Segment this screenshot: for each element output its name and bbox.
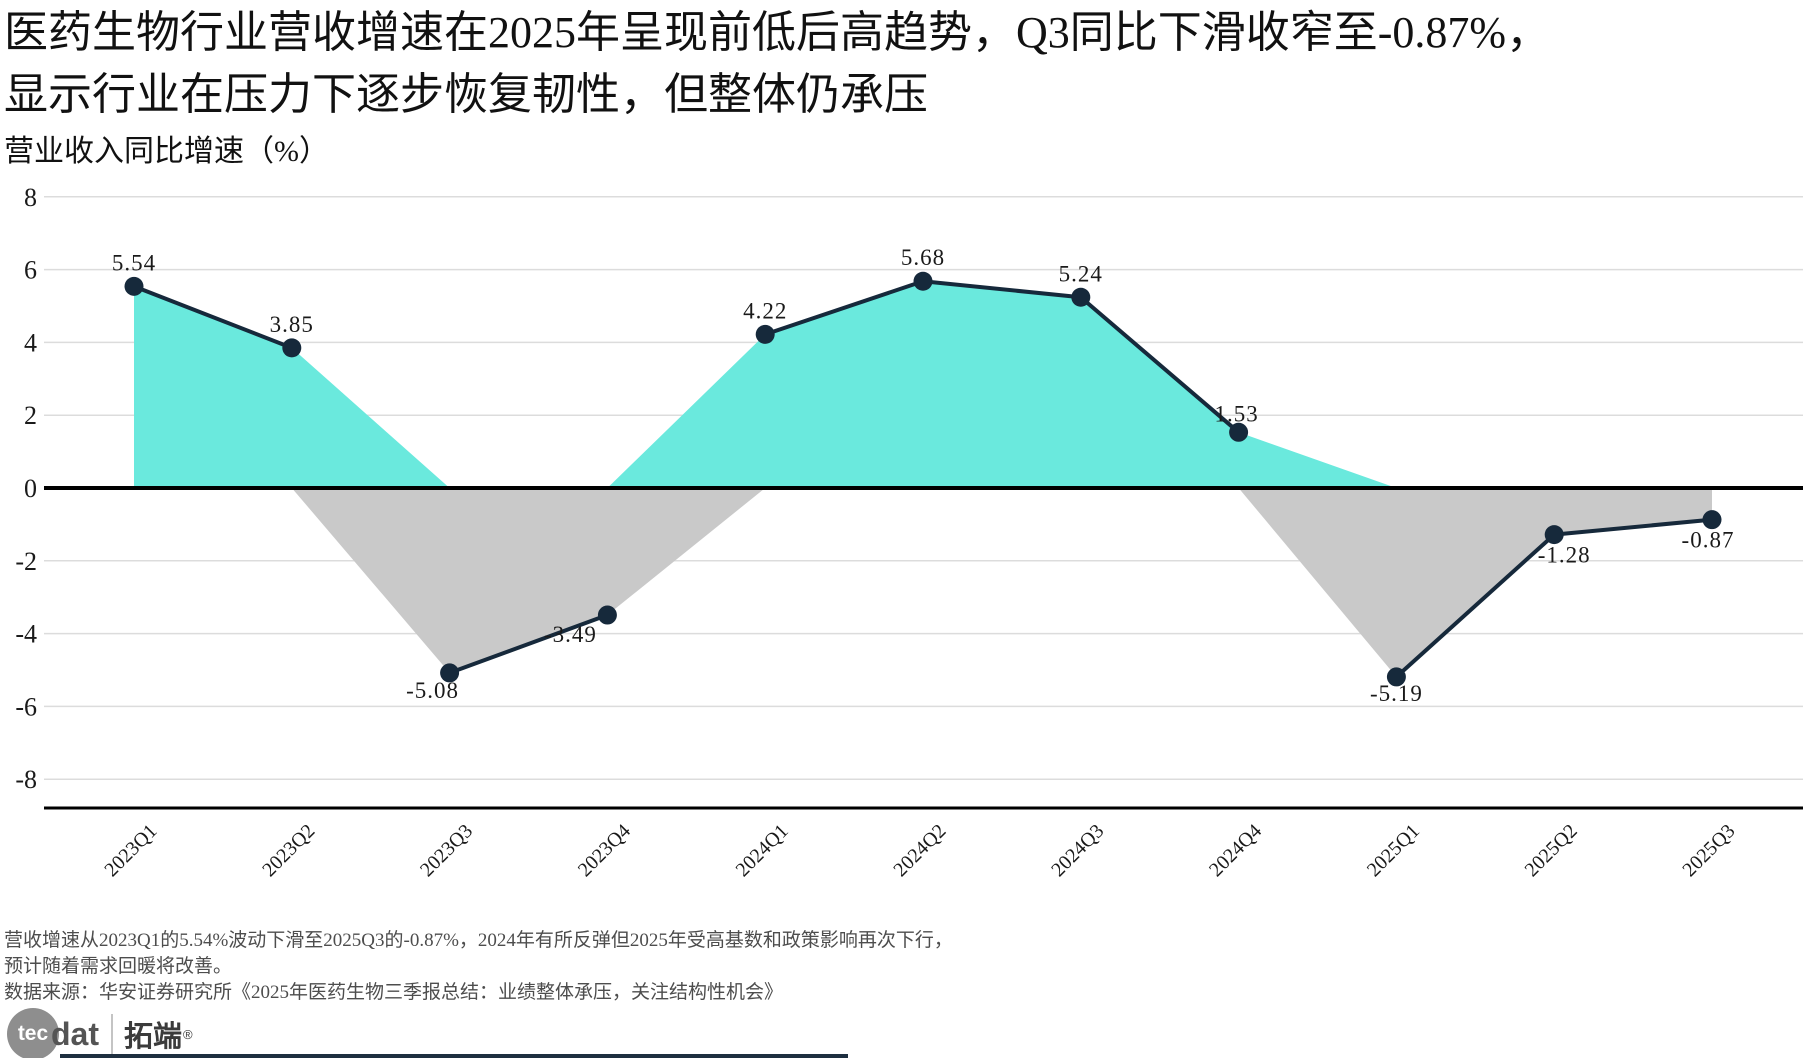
- data-point-label-2024Q4: 1.53: [1214, 401, 1258, 426]
- y-tick-label-4: 4: [24, 328, 37, 357]
- x-tick-label-2023Q3: 2023Q3: [416, 820, 477, 881]
- x-tick-label-2024Q2: 2024Q2: [889, 820, 950, 881]
- chart-title-line2: 显示行业在压力下逐步恢复韧性，但整体仍承压: [4, 70, 928, 119]
- y-tick-label-2: 2: [24, 401, 37, 430]
- footer-note-line2: 预计随着需求回暖将改善。: [4, 956, 233, 977]
- x-tick-label-2023Q4: 2023Q4: [574, 820, 635, 881]
- data-point-2023Q2: [282, 338, 302, 358]
- bottom-accent-bar: [60, 1054, 848, 1058]
- data-point-label-2025Q1: -5.19: [1370, 681, 1423, 706]
- trend-line-segment: [132, 284, 294, 350]
- trend-line-segment: [447, 613, 610, 675]
- data-point-label-2024Q1: 4.22: [743, 298, 787, 323]
- x-tick-label-2023Q2: 2023Q2: [258, 820, 319, 881]
- x-tick-label-2025Q1: 2025Q1: [1363, 820, 1424, 881]
- data-point-label-2023Q2: 3.85: [270, 312, 314, 337]
- data-point-2025Q3: [1702, 510, 1722, 530]
- y-tick-label-6: 6: [24, 256, 37, 285]
- data-point-2024Q4: [1229, 422, 1249, 442]
- registered-trademark-icon: ®: [183, 1026, 193, 1042]
- logo-divider: [111, 1014, 113, 1054]
- data-point-label-2023Q3: -5.08: [406, 678, 459, 703]
- y-tick-label-8: 8: [24, 183, 37, 212]
- y-tick-label--8: -8: [15, 765, 37, 794]
- data-point-label-2023Q4: -3.49: [544, 622, 597, 647]
- footer-source-line: 数据来源：华安证券研究所《2025年医药生物三季报总结：业绩整体承压，关注结构性…: [4, 982, 784, 1003]
- data-point-2025Q2: [1544, 525, 1564, 545]
- y-tick-label--2: -2: [15, 547, 37, 576]
- x-tick-label-2024Q4: 2024Q4: [1205, 820, 1266, 881]
- data-point-label-2024Q2: 5.68: [901, 245, 945, 270]
- negative-area-fill: [134, 488, 1712, 677]
- tecdat-logo-text: dat: [51, 1015, 99, 1052]
- data-point-label-2024Q3: 5.24: [1059, 261, 1103, 286]
- data-point-2024Q2: [913, 271, 933, 291]
- chart-title-line1: 医药生物行业营收增速在2025年呈现前低后高趋势，Q3同比下滑收窄至-0.87%…: [4, 8, 1551, 57]
- tecdat-logo: tec dat 拓端 ®: [7, 1008, 193, 1058]
- x-tick-label-2024Q3: 2024Q3: [1047, 820, 1108, 881]
- chart-subtitle: 营业收入同比增速（%）: [4, 135, 329, 168]
- data-point-2023Q4: [597, 605, 617, 625]
- x-tick-label-2024Q1: 2024Q1: [732, 820, 793, 881]
- tecdat-logo-circle-text: tec: [17, 1022, 49, 1045]
- positive-area-fill: [134, 281, 1712, 488]
- data-point-2024Q1: [755, 324, 775, 344]
- data-point-label-2025Q3: -0.87: [1682, 528, 1735, 553]
- footer-note-line1: 营收增速从2023Q1的5.54%波动下滑至2025Q3的-0.87%，2024…: [4, 930, 953, 951]
- data-point-2023Q1: [124, 276, 144, 296]
- data-point-2024Q3: [1071, 287, 1091, 307]
- y-tick-label-0: 0: [24, 474, 37, 503]
- chart-title: 医药生物行业营收增速在2025年呈现前低后高趋势，Q3同比下滑收窄至-0.87%…: [4, 2, 1550, 126]
- data-point-label-2025Q2: -1.28: [1538, 543, 1591, 568]
- x-tick-label-2023Q1: 2023Q1: [100, 820, 161, 881]
- data-point-label-2023Q1: 5.54: [112, 250, 156, 275]
- tecdat-brand-text: 拓端: [124, 1021, 183, 1053]
- y-tick-label--4: -4: [15, 620, 37, 649]
- data-point-2023Q3: [440, 663, 460, 683]
- trend-line-segment: [763, 279, 1241, 435]
- y-tick-label--6: -6: [15, 692, 37, 721]
- x-tick-label-2025Q3: 2025Q3: [1678, 820, 1739, 881]
- footer-notes: 营收增速从2023Q1的5.54%波动下滑至2025Q3的-0.87%，2024…: [4, 928, 953, 1006]
- data-point-2025Q1: [1386, 667, 1406, 687]
- tecdat-logo-circle-icon: tec: [7, 1008, 59, 1058]
- x-tick-label-2025Q2: 2025Q2: [1521, 820, 1582, 881]
